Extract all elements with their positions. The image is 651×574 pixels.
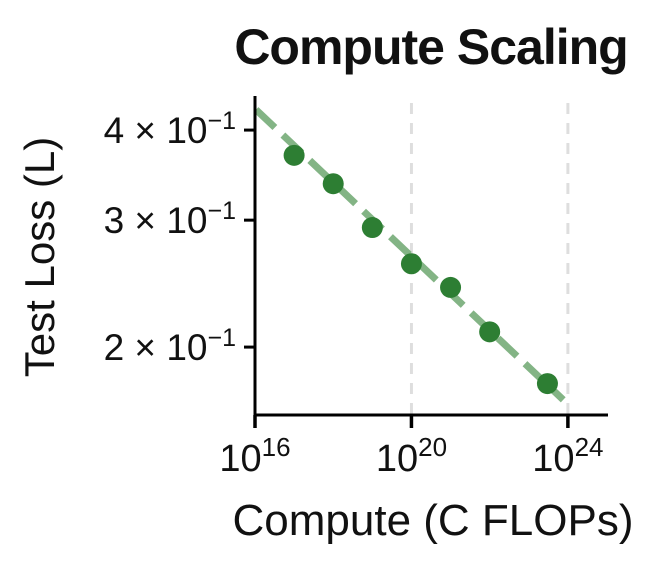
trend-line bbox=[253, 107, 566, 403]
x-tick-label: 1024 bbox=[532, 432, 603, 480]
data-point bbox=[536, 373, 558, 395]
x-tick-label: 1020 bbox=[376, 432, 447, 480]
y-tick-label: 2 × 10−1 bbox=[104, 324, 236, 368]
data-point bbox=[400, 253, 422, 275]
data-point bbox=[283, 144, 305, 166]
data-point bbox=[322, 173, 344, 195]
data-point bbox=[440, 276, 462, 298]
chart-title: Compute Scaling bbox=[234, 19, 628, 75]
data-point bbox=[479, 321, 501, 343]
y-tick-label: 4 × 10−1 bbox=[104, 107, 236, 151]
data-point bbox=[361, 217, 383, 239]
x-tick-label: 1016 bbox=[219, 432, 290, 480]
x-axis-label: Compute (C FLOPs) bbox=[232, 496, 634, 545]
y-tick-label: 3 × 10−1 bbox=[104, 197, 236, 241]
